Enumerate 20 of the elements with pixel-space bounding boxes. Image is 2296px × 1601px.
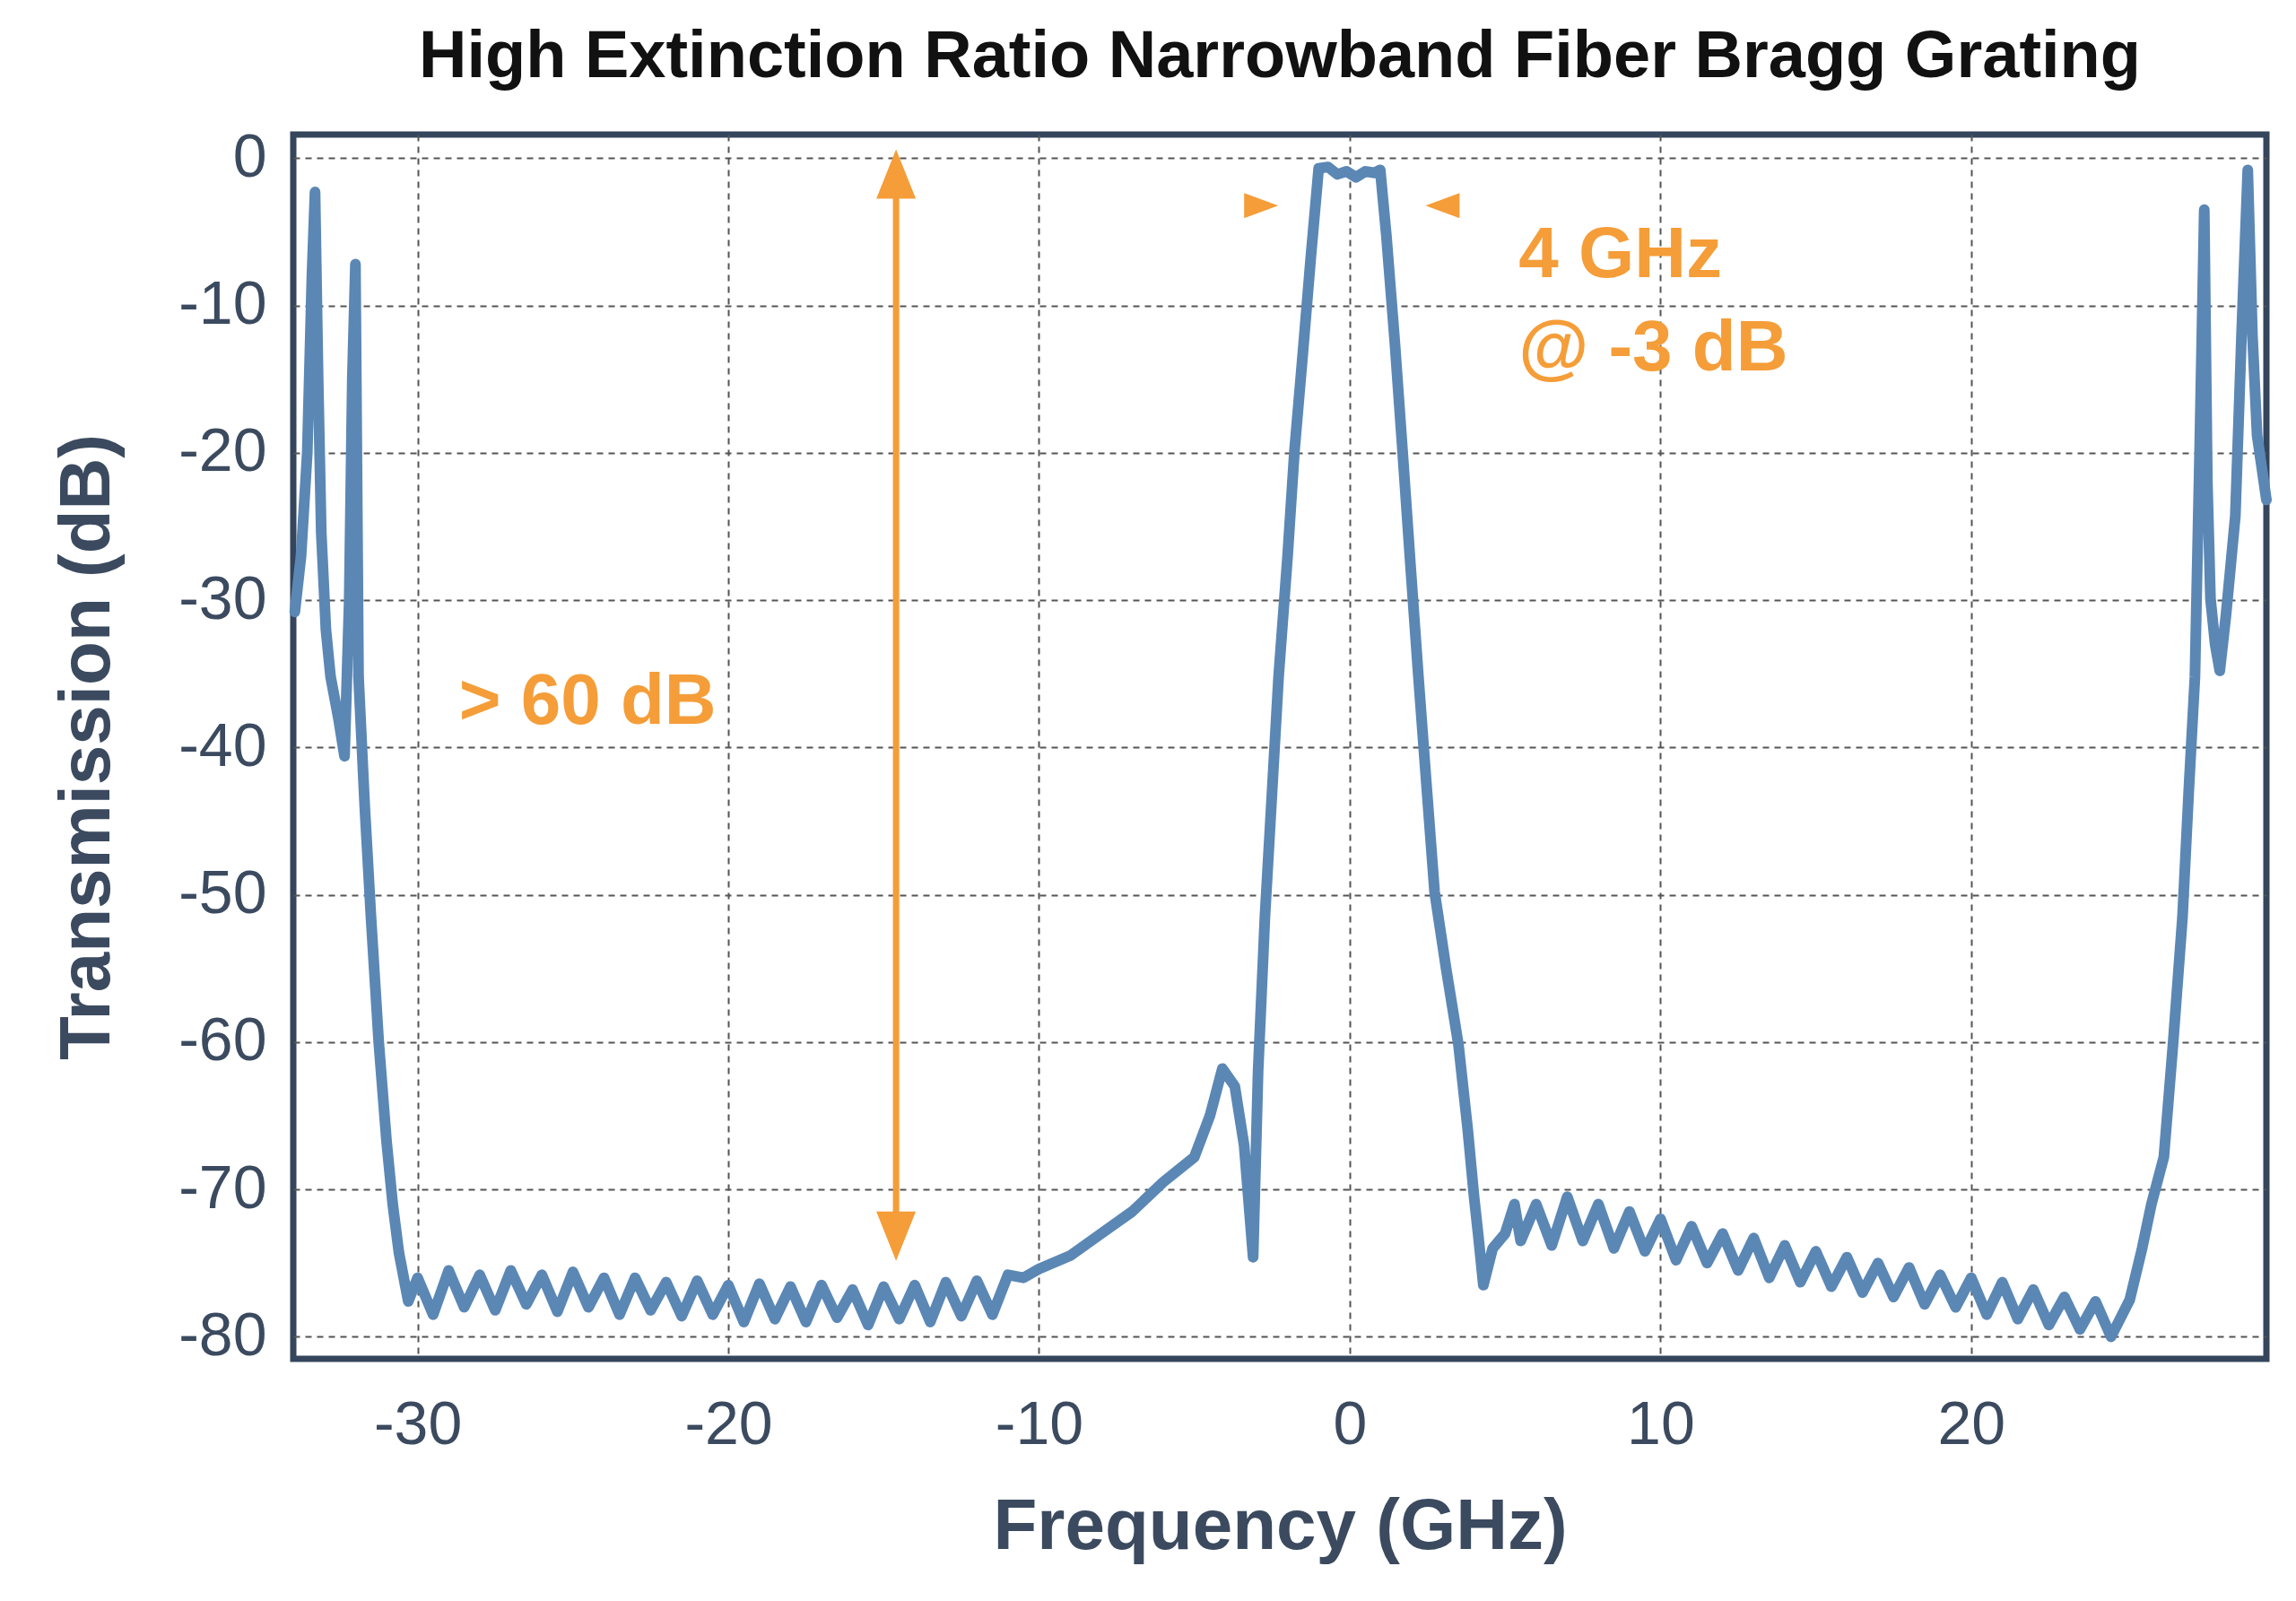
y-tick-label: -70 [178, 1152, 267, 1221]
y-tick-label: -40 [178, 709, 267, 779]
x-tick-label: -20 [684, 1388, 773, 1457]
y-tick-label: -20 [178, 415, 267, 484]
x-tick-label: 0 [1333, 1388, 1368, 1457]
y-axis-title: Transmission (dB) [45, 434, 126, 1060]
y-tick-label: -50 [178, 857, 267, 927]
annotation: > 60 dB [458, 658, 717, 739]
x-tick-label: 20 [1937, 1388, 2006, 1457]
x-tick-label: -10 [995, 1388, 1084, 1457]
x-tick-label: 10 [1627, 1388, 1695, 1457]
y-tick-label: -80 [178, 1299, 267, 1368]
chart-title: High Extinction Ratio Narrowband Fiber Bragg Grating [419, 17, 2141, 92]
x-tick-label: -30 [373, 1388, 463, 1457]
x-axis-title: Frequency (GHz) [993, 1484, 1568, 1564]
y-tick-label: -60 [178, 1005, 267, 1074]
annotation: 4 GHz @ -3 dB [1518, 212, 1788, 386]
y-tick-label: -30 [178, 562, 267, 631]
y-tick-label: -10 [178, 268, 267, 337]
y-tick-label: 0 [232, 120, 267, 189]
